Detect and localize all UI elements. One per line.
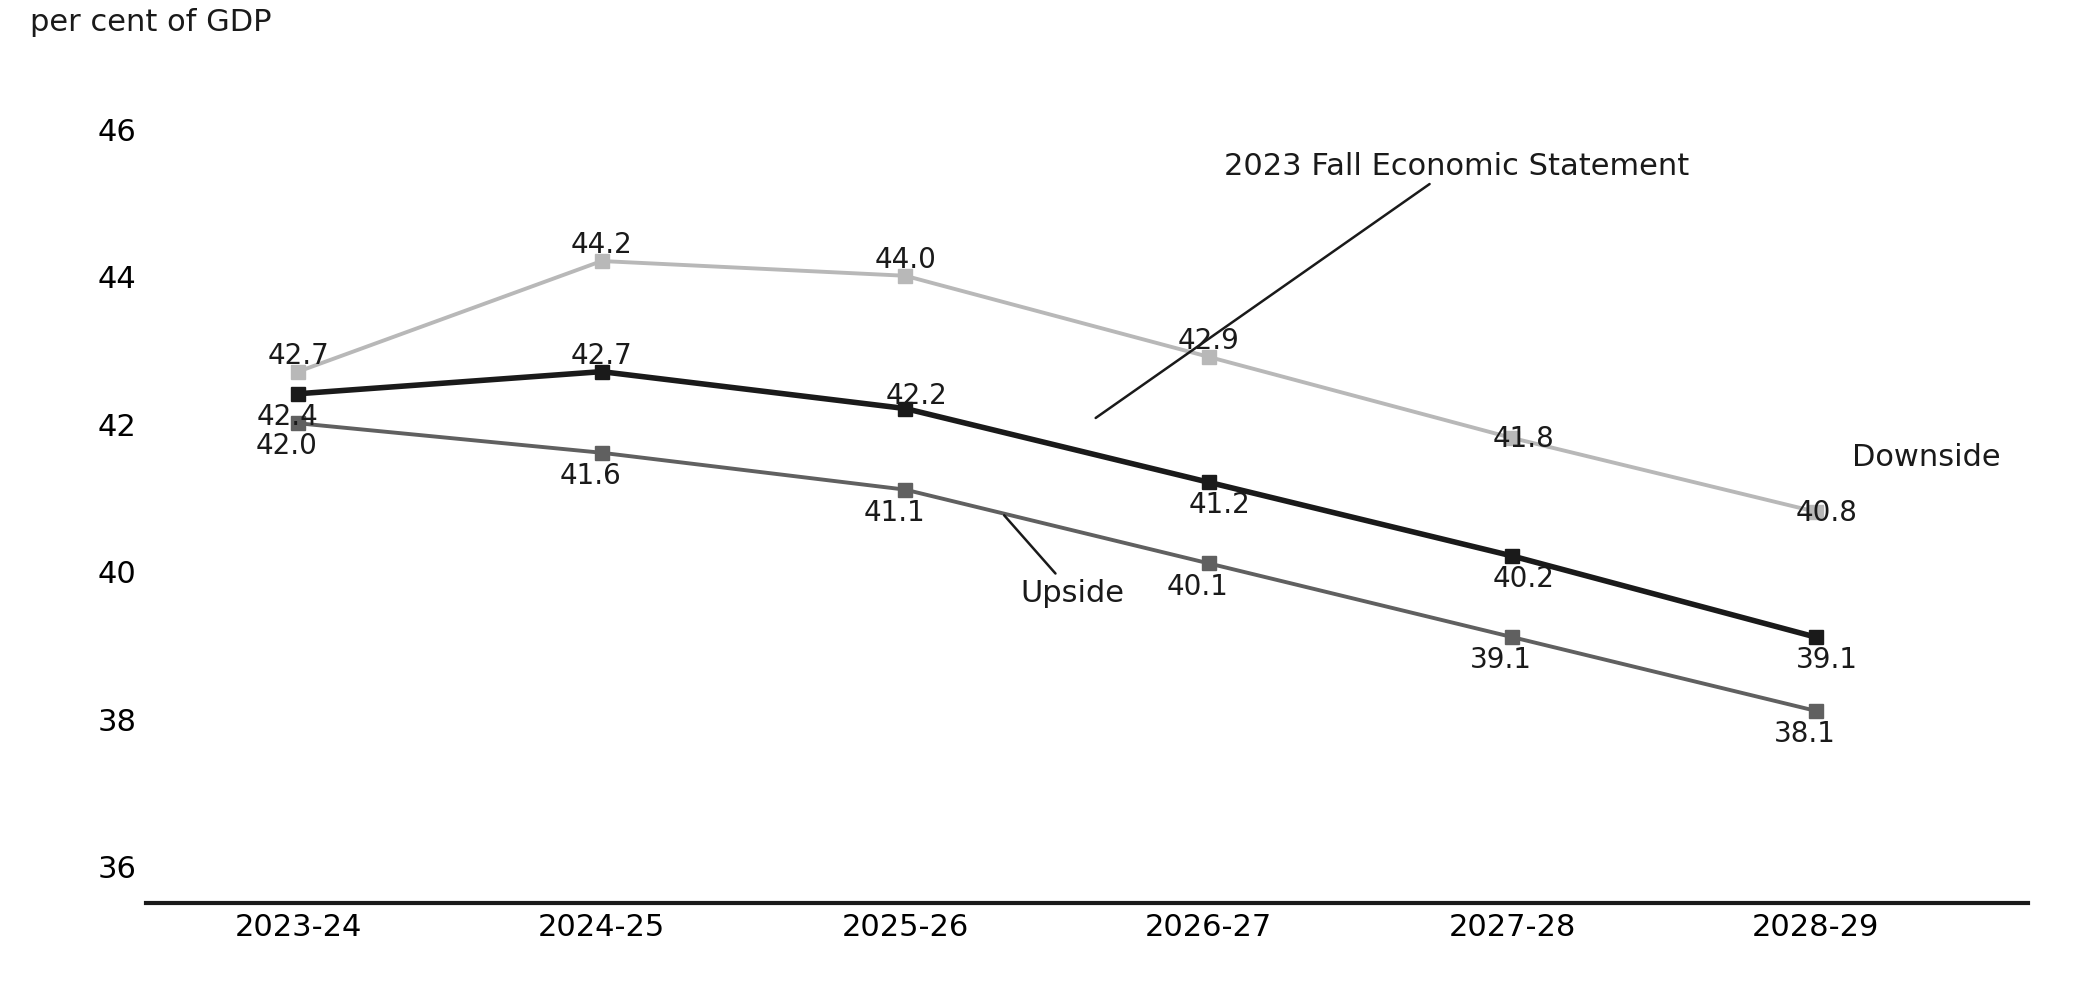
- Text: 2023 Fall Economic Statement: 2023 Fall Economic Statement: [1096, 151, 1690, 418]
- Text: Downside: Downside: [1853, 442, 2001, 471]
- Text: 42.7: 42.7: [571, 342, 634, 369]
- Text: 41.6: 41.6: [560, 461, 621, 489]
- Text: per cent of GDP: per cent of GDP: [29, 8, 272, 37]
- Text: 40.8: 40.8: [1796, 498, 1857, 527]
- Text: 42.4: 42.4: [257, 402, 318, 430]
- Text: 42.7: 42.7: [268, 342, 328, 369]
- Text: 44.2: 44.2: [571, 231, 634, 259]
- Text: 40.2: 40.2: [1493, 565, 1554, 593]
- Text: 42.2: 42.2: [884, 381, 947, 409]
- Text: 38.1: 38.1: [1773, 719, 1836, 747]
- Text: 42.9: 42.9: [1177, 327, 1240, 355]
- Text: 41.1: 41.1: [864, 498, 924, 527]
- Text: 41.2: 41.2: [1190, 491, 1250, 519]
- Text: 39.1: 39.1: [1796, 646, 1859, 674]
- Text: Upside: Upside: [1004, 516, 1125, 608]
- Text: 42.0: 42.0: [255, 432, 318, 460]
- Text: 40.1: 40.1: [1167, 572, 1230, 600]
- Text: 44.0: 44.0: [874, 246, 937, 274]
- Text: 41.8: 41.8: [1493, 424, 1554, 452]
- Text: 39.1: 39.1: [1470, 646, 1533, 674]
